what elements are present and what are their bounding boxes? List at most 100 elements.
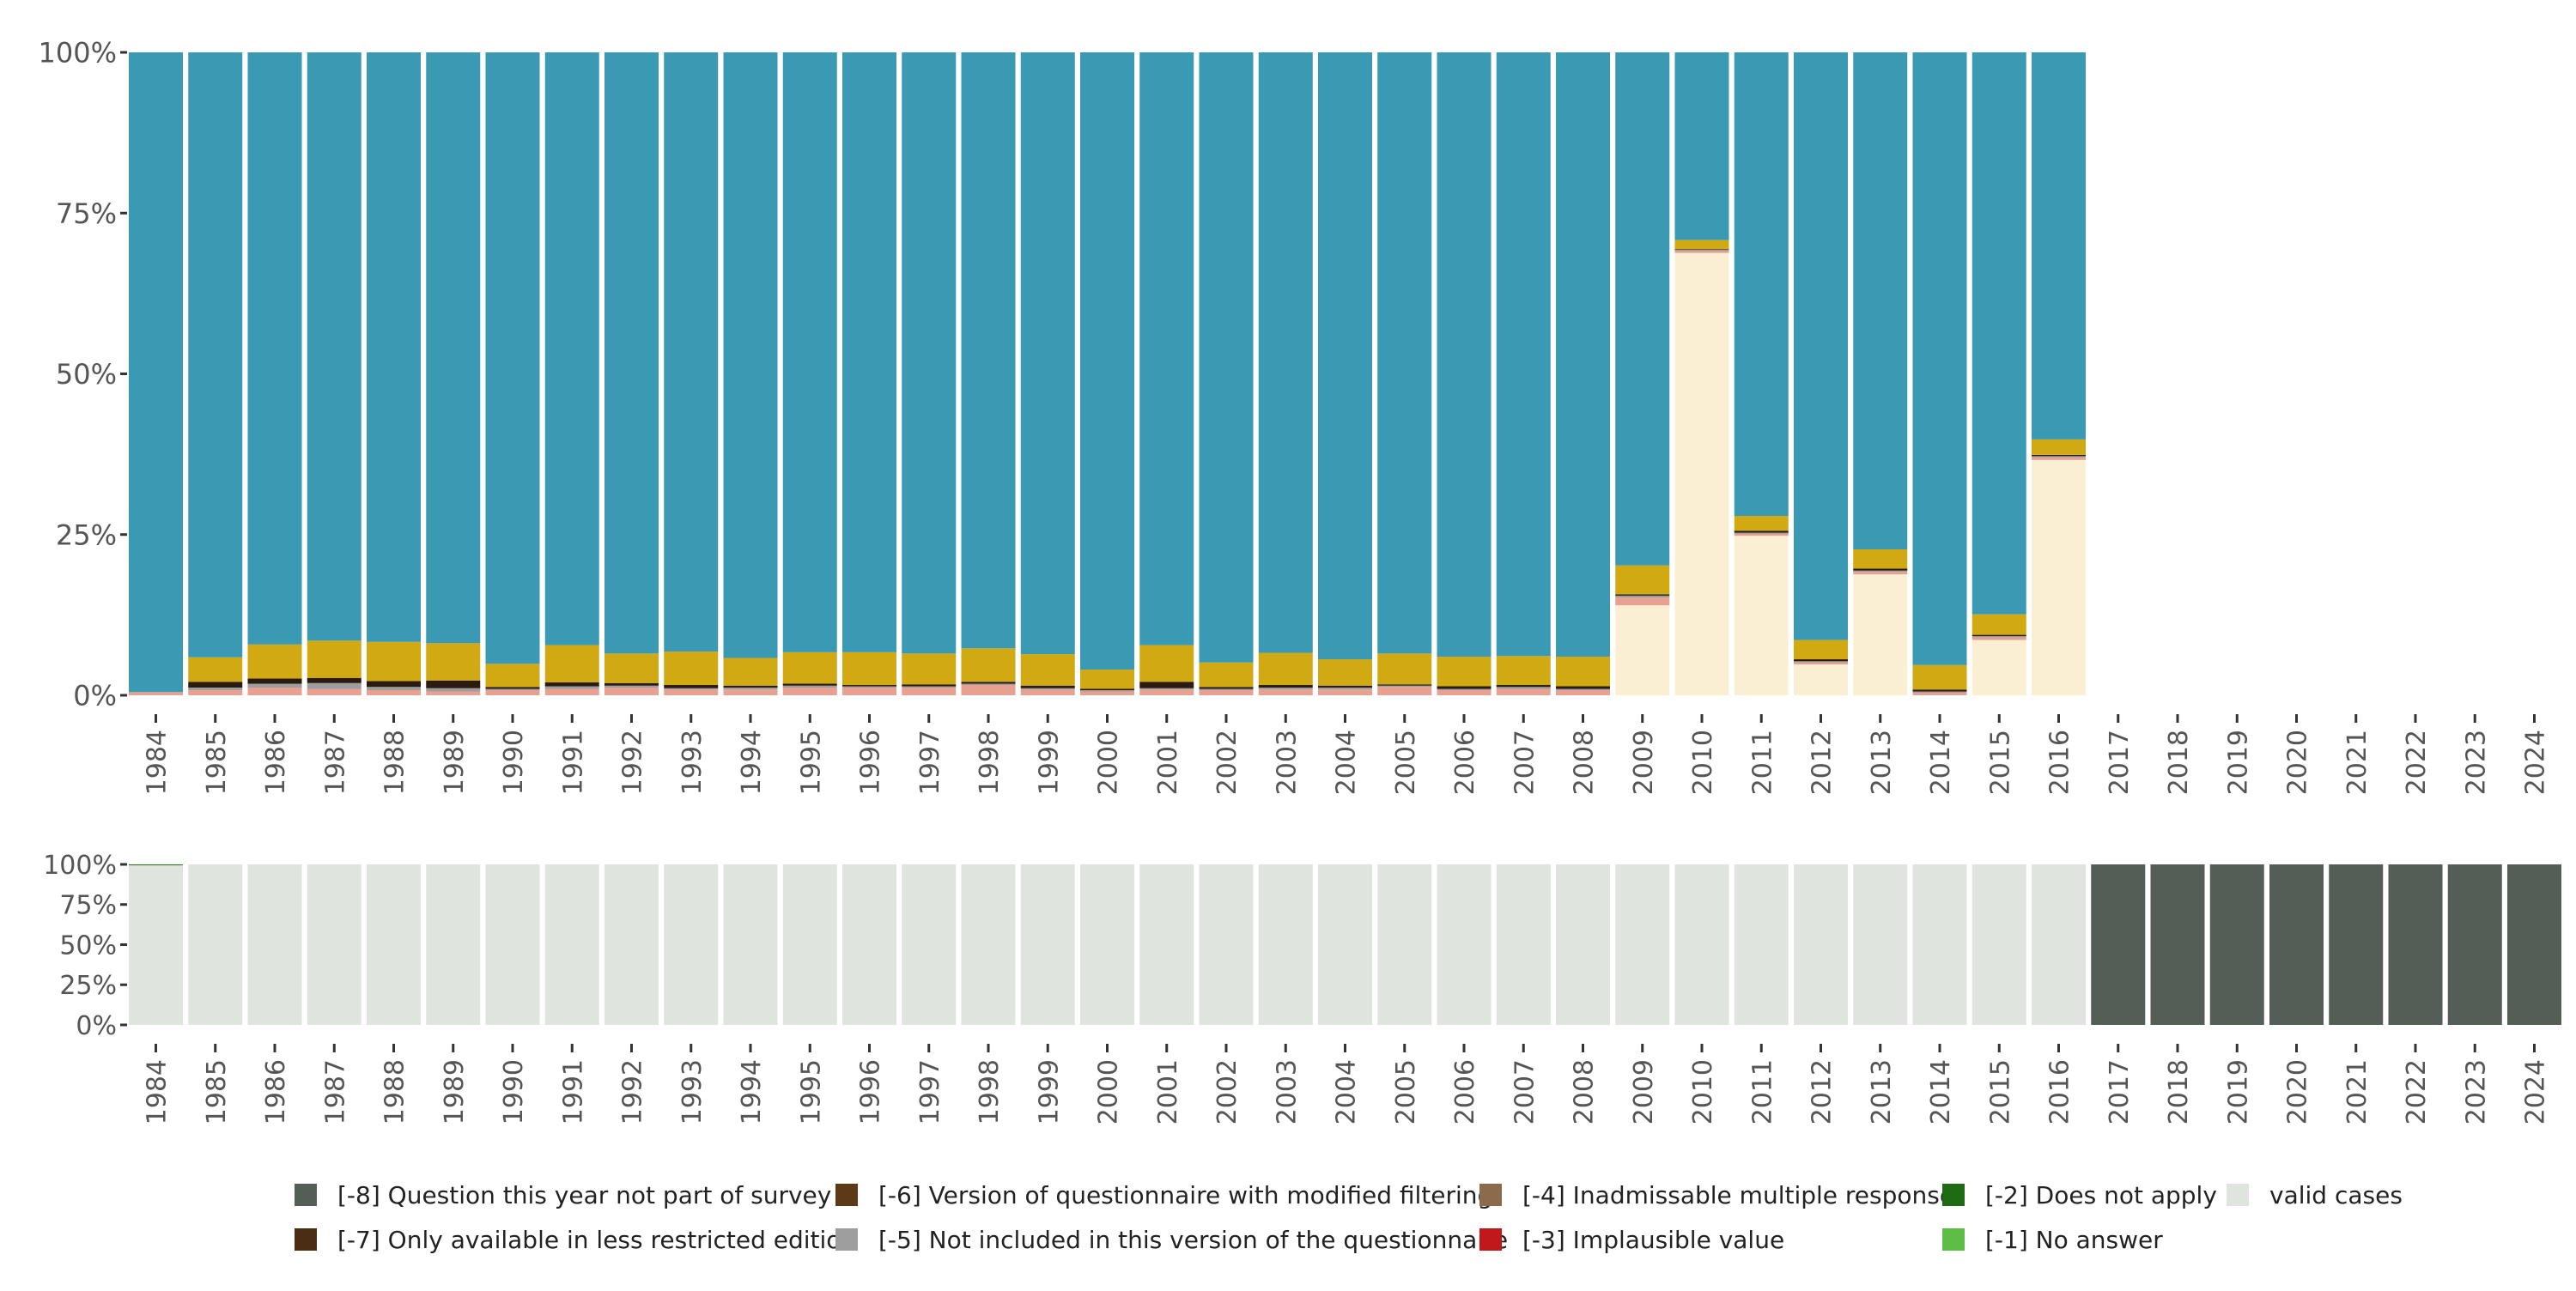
bar-segment-cream-2013 (1853, 574, 1908, 695)
x-tick-label: 2013 (1867, 730, 1897, 795)
bar-segment--8-question-this-year-not-part-of-survey-2023 (2447, 864, 2502, 1025)
bar-segment-pink-2012 (1794, 662, 1848, 665)
bar-segment-mustard-1992 (605, 653, 659, 683)
y-tick-label: 100% (39, 37, 117, 70)
bar-segment-mustard-2006 (1437, 657, 1492, 687)
bar-segment-pink-1997 (902, 688, 957, 695)
x-tick-label: 2020 (2283, 1059, 2313, 1124)
bar-segment-dark-2002 (1199, 687, 1254, 689)
bar-segment-teal-2004 (1318, 52, 1372, 660)
bar-segment-grey-2016 (2032, 456, 2086, 458)
y-tick-label: 25% (59, 971, 117, 1001)
x-tick-label: 2009 (1629, 1059, 1659, 1124)
bar-segment-mustard-1999 (1020, 654, 1075, 686)
x-tick-label: 1996 (856, 1059, 886, 1124)
legend-label: [-1] No answer (1985, 1226, 2163, 1254)
bar-segment-teal-1997 (902, 52, 957, 654)
bar-segment-valid-cases-2016 (2032, 864, 2086, 1025)
bar-segment-grey-2007 (1496, 687, 1551, 689)
bar-segment-dark-1989 (426, 680, 481, 688)
bar-segment-valid-cases-1992 (605, 864, 659, 1025)
bar-segment-valid-cases-2009 (1615, 864, 1670, 1025)
x-tick-label: 1986 (261, 730, 291, 795)
x-tick-label: 1987 (320, 730, 350, 795)
bar-segment-grey-2012 (1794, 661, 1848, 663)
x-tick-label: 2000 (1094, 1059, 1124, 1124)
bar-segment-mustard-1995 (782, 652, 837, 684)
bar-segment-valid-cases-2006 (1437, 864, 1492, 1025)
x-tick-label: 2005 (1391, 1059, 1421, 1124)
x-tick-label: 2022 (2402, 1059, 2432, 1124)
x-tick-label: 2003 (1272, 1059, 1302, 1124)
bar-segment-grey-2010 (1674, 249, 1729, 252)
y-tick-label: 75% (56, 197, 117, 230)
bar-segment-teal-1993 (664, 52, 719, 652)
bar-segment-valid-cases-2013 (1853, 864, 1908, 1025)
bar-segment-grey-1987 (307, 682, 361, 689)
bar-segment-mustard-1988 (367, 641, 421, 682)
bar-segment-dark-2012 (1794, 659, 1848, 662)
x-tick-label: 1988 (380, 730, 410, 795)
bar-segment-dark-2005 (1377, 684, 1432, 686)
bar-segment-pink-1996 (842, 688, 896, 695)
legend-swatch (1942, 1228, 1965, 1251)
bar-segment-dark-2001 (1139, 682, 1194, 688)
bar-segment-teal-2009 (1615, 52, 1670, 566)
bar-segment-valid-cases-2014 (1912, 864, 1967, 1025)
bar-segment-dark-2009 (1615, 594, 1670, 596)
x-tick-label: 2022 (2402, 730, 2432, 795)
x-tick-label: 1985 (202, 730, 232, 795)
bar-segment-mustard-1990 (485, 664, 540, 688)
bar-segment-pink-2009 (1615, 597, 1670, 606)
bar-segment-dark-2014 (1912, 689, 1967, 692)
bar-segment-grey-2006 (1437, 688, 1492, 691)
x-tick-label: 2001 (1153, 1059, 1183, 1124)
x-tick-label: 2012 (1807, 1059, 1838, 1124)
bar-segment-mustard-2010 (1674, 239, 1729, 250)
x-tick-label: 2020 (2283, 730, 2313, 795)
x-tick-label: 2011 (1747, 730, 1777, 795)
x-tick-label: 1995 (796, 1059, 826, 1124)
bar-segment-grey-2003 (1258, 688, 1313, 690)
x-tick-label: 1999 (1034, 1059, 1064, 1124)
top-panel: 0% 25% 50% 75% 100% 1984 1985 1986 1987 1988 1989 1… (39, 37, 2551, 796)
x-tick-label: 1993 (677, 730, 708, 795)
legend-label: [-2] Does not apply (1985, 1181, 2217, 1209)
bar-segment-grey-2013 (1853, 570, 1908, 573)
bar-segment-valid-cases-1985 (188, 864, 243, 1025)
bar-segment-teal-2015 (1971, 52, 2026, 615)
bar-segment-dark-1990 (485, 687, 540, 689)
bar-segment-valid-cases-1999 (1020, 864, 1075, 1025)
bar-segment-teal-2014 (1912, 52, 1967, 665)
legend-swatch (835, 1228, 858, 1251)
legend-swatch (1942, 1184, 1965, 1206)
bar-segment-pink-2002 (1199, 690, 1254, 695)
bar-segment-pink-2014 (1912, 693, 1967, 695)
x-tick-label: 2014 (1926, 1059, 1956, 1124)
bar-segment-grey-2001 (1139, 688, 1194, 690)
bar-segment-teal-2012 (1794, 52, 1848, 640)
bar-segment-pink-1993 (664, 689, 719, 695)
x-tick-label: 2007 (1510, 730, 1540, 795)
x-tick-label: 1989 (440, 730, 470, 795)
bar-segment-grey-1988 (367, 687, 421, 691)
legend-label: [-4] Inadmissable multiple response (1522, 1181, 1954, 1209)
x-tick-label: 1984 (143, 730, 173, 795)
x-tick-label: 1985 (202, 1059, 232, 1124)
bar-segment-dark-1986 (247, 678, 302, 684)
x-tick-label: 1992 (618, 730, 648, 795)
y-tick-label: 0% (73, 680, 117, 712)
bar-segment-pink-2000 (1080, 691, 1134, 695)
x-tick-label: 2005 (1391, 730, 1421, 795)
bar-segment-dark-1999 (1020, 685, 1075, 688)
x-tick-label: 1998 (975, 730, 1005, 795)
x-tick-label: 1994 (737, 730, 767, 795)
bar-segment-teal-1996 (842, 52, 896, 652)
legend-label: [-6] Version of questionnaire with modif… (878, 1181, 1492, 1209)
bar-segment-mustard-2014 (1912, 664, 1967, 690)
x-tick-label: 1986 (261, 1059, 291, 1124)
y-tick-label: 50% (56, 358, 117, 391)
bar-segment-grey-2000 (1080, 690, 1134, 692)
bar-segment-pink-2008 (1556, 690, 1610, 695)
